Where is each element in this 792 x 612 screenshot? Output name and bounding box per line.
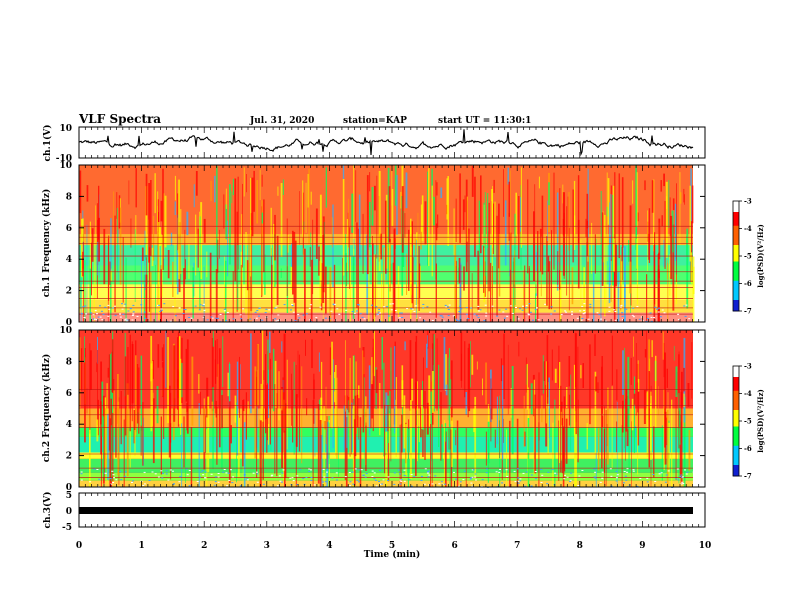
- colorbar-tick-1-3: -6: [744, 279, 752, 288]
- colorbar-tick-1-4: -7: [744, 307, 752, 316]
- ch1-waveform-ylabel: ch.1(V): [42, 125, 53, 162]
- colorbar-label-1: log(PSD)(V²/Hz): [756, 224, 765, 288]
- ch1-spectrogram-panel: 0 2 4 6 8 10 ch.1 Frequency (kHz) -3 -4 -5 -6 -7 l…: [41, 161, 765, 328]
- colorbar-tick-1-1: -4: [744, 224, 752, 233]
- ch3-ytick-bottom: -5: [62, 523, 72, 533]
- time-tick-6: 6: [451, 541, 457, 551]
- colorbar-label-2: log(PSD)(V²/Hz): [756, 389, 765, 453]
- spec-ytick-1-5: 10: [59, 161, 72, 171]
- time-tick-7: 7: [514, 541, 520, 551]
- time-tick-5: 5: [389, 541, 395, 551]
- colorbar-tick-2-0: -3: [744, 362, 752, 371]
- start-time-label: start UT = 11:30:1: [438, 116, 531, 126]
- ch3-waveform-band: [79, 507, 693, 514]
- ch3-ytick-mid: 0: [66, 507, 72, 517]
- time-axis-label: Time (min): [364, 549, 421, 560]
- spec-ytick-1-4: 8: [66, 192, 72, 202]
- ch1-spectrogram-ylabel: ch.1 Frequency (kHz): [41, 189, 52, 298]
- spec-ytick-1-3: 6: [66, 224, 72, 234]
- time-tick-0: 0: [76, 541, 82, 551]
- ch3-ytick-top: 5: [66, 491, 72, 501]
- time-tick-3: 3: [264, 541, 270, 551]
- spec-ytick-2-0: 0: [66, 483, 72, 493]
- colorbar-tick-1-0: -3: [744, 197, 752, 206]
- ch2-spectrogram-panel: 0 2 4 6 8 10 ch.2 Frequency (kHz) -3 -4 -5 -6 -7 l…: [41, 326, 765, 493]
- spec-ytick-1-2: 4: [66, 255, 72, 265]
- spec-ytick-2-5: 10: [59, 326, 72, 336]
- ch1-ytick-top: 10: [59, 124, 72, 134]
- time-tick-4: 4: [326, 541, 332, 551]
- ch3-waveform-panel: 5 0 -5 ch.3(V) 0 1 2 3 4 5 6 7 8 9 10 Time (min): [42, 127, 711, 560]
- ch1-spectrogram-image: [79, 165, 705, 323]
- spec-ytick-2-1: 2: [66, 452, 72, 462]
- ch1-waveform-line: [78, 129, 694, 157]
- time-tick-10: 10: [699, 541, 712, 551]
- colorbar-tick-2-3: -6: [744, 444, 752, 453]
- time-tick-8: 8: [577, 541, 583, 551]
- time-tick-1: 1: [138, 541, 144, 551]
- time-tick-2: 2: [201, 541, 207, 551]
- ch3-waveform-ylabel: ch.3(V): [42, 492, 53, 529]
- colorbar-tick-1-2: -5: [744, 252, 752, 261]
- ch2-spectrogram-image: [79, 330, 705, 488]
- colorbar-tick-2-1: -4: [744, 389, 752, 398]
- spec-ytick-1-0: 0: [66, 318, 72, 328]
- colorbar-tick-2-4: -7: [744, 472, 752, 481]
- time-tick-9: 9: [639, 541, 645, 551]
- ch2-colorbar: -3 -4 -5 -6 -7 log(PSD)(V²/Hz): [732, 362, 765, 481]
- ch1-colorbar: -3 -4 -5 -6 -7 log(PSD)(V²/Hz): [732, 197, 765, 316]
- ch1-spectrogram-ylabel-ch: ch.1 Frequency (kHz): [41, 189, 52, 298]
- station-label: station=KAP: [343, 116, 407, 126]
- date-label: Jul. 31, 2020: [249, 116, 314, 126]
- ch2-spectrogram-ylabel-ch: ch.2 Frequency (kHz): [41, 354, 52, 463]
- spec-ytick-2-3: 6: [66, 389, 72, 399]
- spec-ytick-1-1: 2: [66, 287, 72, 297]
- spec-ytick-2-2: 4: [66, 420, 72, 430]
- colorbar-tick-2-2: -5: [744, 417, 752, 426]
- spec-ytick-2-4: 8: [66, 357, 72, 367]
- figure-title: VLF Spectra: [78, 112, 161, 126]
- ch2-spectrogram-ylabel: ch.2 Frequency (kHz): [41, 354, 52, 463]
- ch1-ytick-bottom: -10: [56, 154, 72, 164]
- time-axis: 0 1 2 3 4 5 6 7 8 9 10: [76, 127, 711, 551]
